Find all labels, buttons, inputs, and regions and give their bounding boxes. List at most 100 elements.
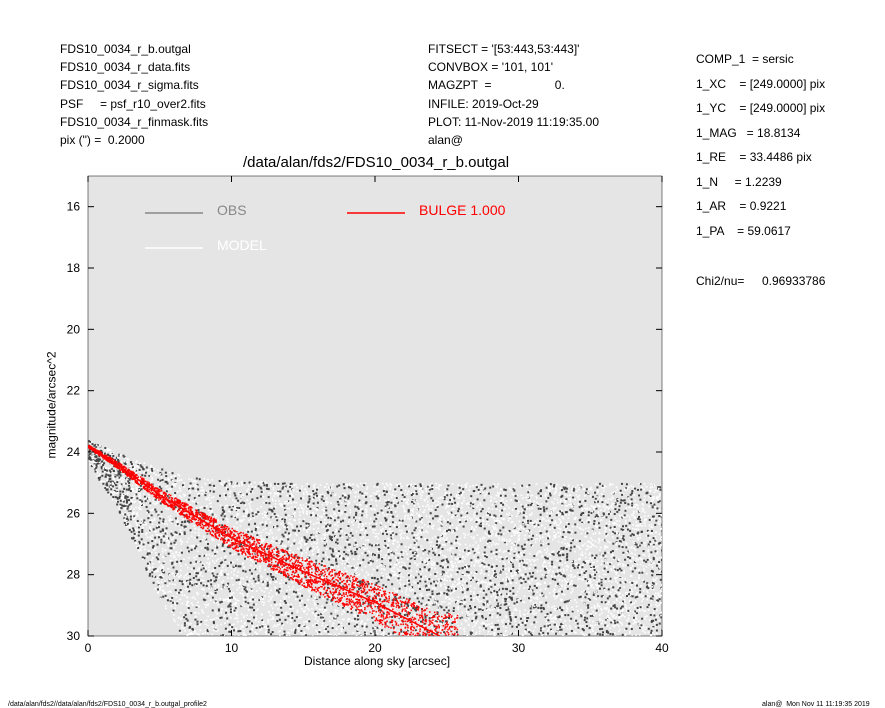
obs-point: [495, 551, 498, 554]
obs-point: [366, 595, 369, 598]
obs-point: [639, 558, 642, 560]
obs-point: [619, 592, 621, 594]
obs-point: [338, 552, 341, 555]
obs-point: [115, 500, 118, 503]
obs-point: [398, 526, 400, 528]
obs-point: [659, 517, 661, 519]
obs-point: [446, 579, 448, 582]
obs-point: [467, 618, 470, 620]
obs-point: [193, 537, 196, 539]
obs-point: [296, 611, 298, 614]
obs-point: [581, 579, 584, 581]
obs-point: [287, 615, 290, 618]
obs-point: [235, 613, 238, 615]
obs-point: [305, 620, 308, 623]
obs-point: [223, 564, 225, 567]
obs-point: [118, 484, 121, 487]
obs-point: [556, 570, 559, 572]
obs-point: [497, 532, 500, 535]
obs-point: [276, 484, 279, 487]
obs-point: [369, 559, 372, 562]
obs-point: [558, 628, 561, 631]
obs-point: [267, 625, 270, 628]
obs-point: [308, 511, 311, 513]
obs-point: [442, 616, 444, 618]
obs-point: [578, 614, 581, 616]
obs-point: [384, 505, 387, 508]
header-left-line: pix (") = 0.2000: [60, 133, 145, 147]
obs-point: [395, 563, 398, 566]
obs-point: [316, 501, 319, 504]
obs-point: [636, 504, 638, 506]
obs-point: [595, 507, 598, 510]
obs-point: [482, 536, 484, 539]
obs-point: [214, 591, 217, 594]
obs-point: [453, 636, 455, 638]
obs-point: [149, 529, 152, 532]
obs-point: [638, 634, 641, 636]
obs-point: [184, 520, 187, 523]
obs-point: [449, 498, 452, 501]
obs-point: [134, 466, 136, 469]
params-line: 1_RE = 33.4486 pix: [696, 150, 812, 164]
obs-point: [636, 546, 639, 549]
obs-point: [646, 615, 648, 617]
obs-point: [481, 581, 484, 583]
obs-point: [481, 622, 484, 625]
obs-point: [496, 519, 499, 522]
obs-point: [265, 633, 268, 635]
obs-point: [430, 638, 432, 640]
obs-point: [533, 610, 535, 612]
obs-point: [197, 528, 200, 531]
obs-point: [280, 504, 282, 507]
obs-point: [111, 498, 114, 501]
obs-point: [349, 486, 352, 489]
obs-point: [289, 608, 291, 610]
obs-point: [297, 598, 300, 601]
obs-point: [438, 484, 441, 486]
obs-point: [126, 496, 129, 499]
obs-point: [330, 536, 333, 539]
obs-point: [426, 531, 429, 534]
obs-point: [393, 587, 396, 590]
obs-point: [520, 494, 523, 497]
obs-point: [120, 483, 123, 486]
obs-point: [430, 633, 433, 636]
obs-point: [349, 509, 352, 511]
obs-point: [361, 613, 364, 616]
obs-point: [333, 519, 336, 522]
obs-point: [643, 488, 645, 491]
obs-point: [589, 614, 592, 617]
obs-point: [502, 526, 505, 529]
obs-point: [437, 637, 439, 639]
obs-point: [431, 593, 434, 596]
obs-point: [617, 499, 619, 501]
obs-point: [447, 607, 450, 609]
obs-point: [257, 621, 260, 623]
obs-point: [451, 597, 454, 599]
obs-point: [322, 644, 324, 646]
obs-point: [471, 629, 474, 631]
obs-point: [171, 583, 174, 585]
obs-point: [382, 584, 385, 587]
obs-point: [485, 533, 488, 536]
obs-point: [198, 575, 200, 577]
obs-point: [595, 571, 598, 574]
chi2-label: Chi2/nu=: [696, 274, 745, 288]
obs-point: [552, 620, 555, 623]
obs-point: [464, 601, 467, 603]
obs-point: [98, 478, 101, 481]
obs-point: [256, 534, 259, 537]
obs-point: [329, 596, 332, 599]
obs-point: [447, 513, 450, 515]
obs-point: [399, 596, 402, 599]
obs-point: [554, 589, 556, 592]
obs-point: [111, 453, 114, 456]
obs-point: [402, 596, 405, 599]
obs-point: [329, 572, 332, 575]
obs-point: [179, 554, 181, 557]
obs-point: [383, 565, 386, 568]
obs-point: [658, 533, 661, 535]
obs-point: [400, 588, 402, 591]
